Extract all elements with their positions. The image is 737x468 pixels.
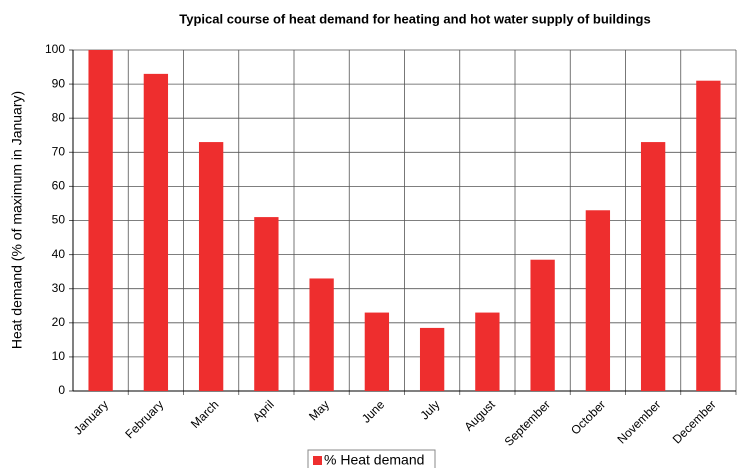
legend-box — [307, 449, 436, 468]
legend-label: % Heat demand — [324, 452, 424, 468]
bar — [585, 210, 611, 391]
x-tick-label: September — [502, 397, 553, 448]
y-tick-label: 10 — [52, 349, 66, 363]
x-tick-label: July — [417, 397, 442, 422]
bar — [88, 50, 113, 391]
bar — [143, 73, 169, 392]
x-tick-label: June — [359, 397, 388, 426]
y-tick-label: 30 — [52, 281, 66, 295]
bar — [640, 142, 666, 391]
y-tick-label: 40 — [52, 247, 66, 261]
x-tick-label: March — [188, 397, 221, 430]
y-tick-label: 70 — [52, 144, 66, 158]
bar — [309, 278, 334, 391]
bar — [475, 312, 500, 391]
y-tick-label: 50 — [52, 213, 66, 227]
y-tick-label: 0 — [58, 383, 65, 397]
x-tick-label: October — [568, 397, 608, 437]
bar — [696, 80, 721, 391]
x-tick-label: November — [614, 397, 663, 446]
x-tick-label: April — [250, 397, 277, 424]
y-tick-label: 60 — [52, 179, 66, 193]
y-tick-label: 20 — [52, 315, 66, 329]
y-axis-label: Heat demand (% of maximum in January) — [9, 91, 25, 349]
y-tick-label: 90 — [52, 76, 66, 90]
x-tick-label: August — [461, 397, 498, 434]
bar — [530, 259, 555, 391]
bar — [419, 327, 445, 391]
bar — [254, 217, 279, 391]
x-tick-label: May — [306, 397, 332, 423]
chart-title: Typical course of heat demand for heatin… — [179, 11, 650, 26]
x-tick-label: January — [71, 397, 111, 437]
y-tick-label: 80 — [52, 110, 66, 124]
bar — [364, 312, 390, 391]
y-tick-label: 100 — [45, 42, 65, 56]
bar — [198, 142, 224, 391]
x-tick-label: February — [122, 397, 166, 441]
x-tick-label: December — [670, 397, 719, 446]
legend-swatch — [313, 456, 322, 465]
